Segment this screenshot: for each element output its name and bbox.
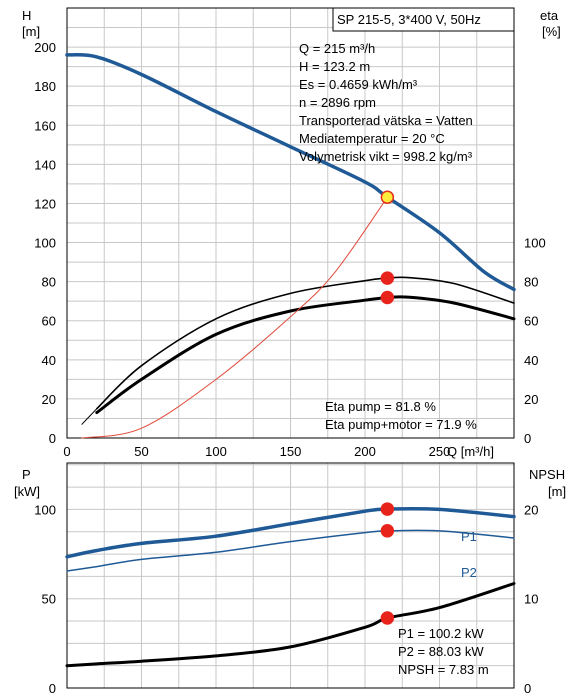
series-P1 [65, 506, 516, 559]
top-left-tick-label: 60 [42, 314, 56, 329]
top-right-tick-label: 80 [524, 275, 538, 290]
duty-point-marker [380, 190, 395, 204]
top-left-tick-label: 140 [34, 157, 56, 172]
bottom-right-axis-unit: [m] [548, 484, 566, 499]
info-npsh: NPSH = 7.83 m [398, 662, 489, 677]
info-p2: P2 = 88.03 kW [398, 644, 484, 659]
top-series-group [65, 53, 516, 439]
bottom-right-tick-label: 20 [524, 502, 538, 517]
bottom-left-tick-labels: 0 50 100 [34, 502, 56, 696]
top-markers-group [380, 190, 395, 305]
bottom-markers-group [380, 502, 395, 625]
series-eta_low [81, 408, 98, 425]
bottom-right-tick-labels: 0 10 20 [524, 502, 538, 696]
chart-title: SP 215-5, 3*400 V, 50Hz [337, 12, 481, 27]
info-p1: P1 = 100.2 kW [398, 626, 484, 641]
x-tick-label: 0 [63, 444, 70, 459]
bottom-right-axis-title: NPSH [529, 467, 565, 482]
info-speed: n = 2896 rpm [299, 95, 376, 110]
top-right-tick-label: 0 [524, 431, 531, 446]
series-system_curve [81, 196, 388, 439]
top-left-tick-label: 100 [34, 236, 56, 251]
top-left-tick-label: 80 [42, 275, 56, 290]
top-left-tick-label: 180 [34, 79, 56, 94]
info-head: H = 123.2 m [299, 59, 370, 74]
top-plot-frame [66, 7, 515, 439]
info-temperature: Mediatemperatur = 20 °C [299, 131, 445, 146]
x-tick-label: 200 [354, 444, 376, 459]
bottom-left-tick-label: 100 [34, 502, 56, 517]
x-tick-label: 100 [205, 444, 227, 459]
top-left-tick-label: 20 [42, 392, 56, 407]
x-tick-label: 250 [429, 444, 451, 459]
series-NPSH [65, 582, 516, 668]
x-axis-label: Q [m³/h] [447, 444, 494, 459]
info-liquid: Transporterad vätska = Vatten [299, 113, 473, 128]
duty-point-marker [380, 271, 395, 285]
x-tick-label: 150 [280, 444, 302, 459]
top-right-tick-label: 100 [524, 236, 546, 251]
bottom-plot-frame [66, 462, 515, 689]
series-P2 [66, 529, 515, 572]
top-left-axis-unit: [m] [22, 24, 40, 39]
info-flow: Q = 215 m³/h [299, 41, 375, 56]
info-density: Volymetrisk vikt = 998.2 kg/m³ [299, 149, 473, 164]
top-left-tick-label: 40 [42, 353, 56, 368]
series-eta_pump [96, 276, 515, 410]
chart-title-box [332, 7, 515, 32]
bottom-left-axis-unit: [kW] [14, 484, 40, 499]
top-right-tick-labels: 0 20 40 60 80 100 [524, 236, 546, 446]
top-left-tick-label: 120 [34, 196, 56, 211]
top-right-tick-label: 40 [524, 353, 538, 368]
top-left-tick-labels: 0 20 40 60 80 100 120 140 160 180 200 [34, 40, 56, 446]
duty-point-marker [380, 524, 395, 538]
top-x-tick-labels: 0 50 100 150 200 250 [63, 444, 450, 459]
top-left-tick-label: 200 [34, 40, 56, 55]
top-right-tick-label: 60 [524, 314, 538, 329]
bottom-left-tick-label: 0 [49, 681, 56, 696]
bottom-series-group [65, 506, 516, 668]
duty-point-marker [380, 611, 395, 625]
bottom-left-axis-title: P [22, 467, 31, 482]
eta-pump-text: Eta pump = 81.8 % [325, 399, 436, 414]
legend-p1: P1 [461, 529, 477, 544]
series-eta_pump_motor [95, 295, 516, 415]
top-right-axis-unit: [%] [542, 24, 561, 39]
bottom-right-tick-label: 10 [524, 592, 538, 607]
top-left-tick-label: 0 [49, 431, 56, 446]
info-energy: Es = 0.4659 kWh/m³ [299, 77, 418, 92]
x-tick-label: 50 [134, 444, 148, 459]
bottom-right-tick-label: 0 [524, 681, 531, 696]
legend-p2: P2 [461, 565, 477, 580]
duty-point-marker [380, 290, 395, 305]
eta-pump-motor-text: Eta pump+motor = 71.9 % [325, 417, 477, 432]
duty-point-marker [380, 502, 395, 516]
top-left-tick-label: 160 [34, 118, 56, 133]
bottom-left-tick-label: 50 [42, 592, 56, 607]
top-left-axis-title: H [22, 8, 31, 23]
top-right-axis-title: eta [540, 8, 559, 23]
top-right-tick-label: 20 [524, 392, 538, 407]
series-H [65, 53, 516, 292]
